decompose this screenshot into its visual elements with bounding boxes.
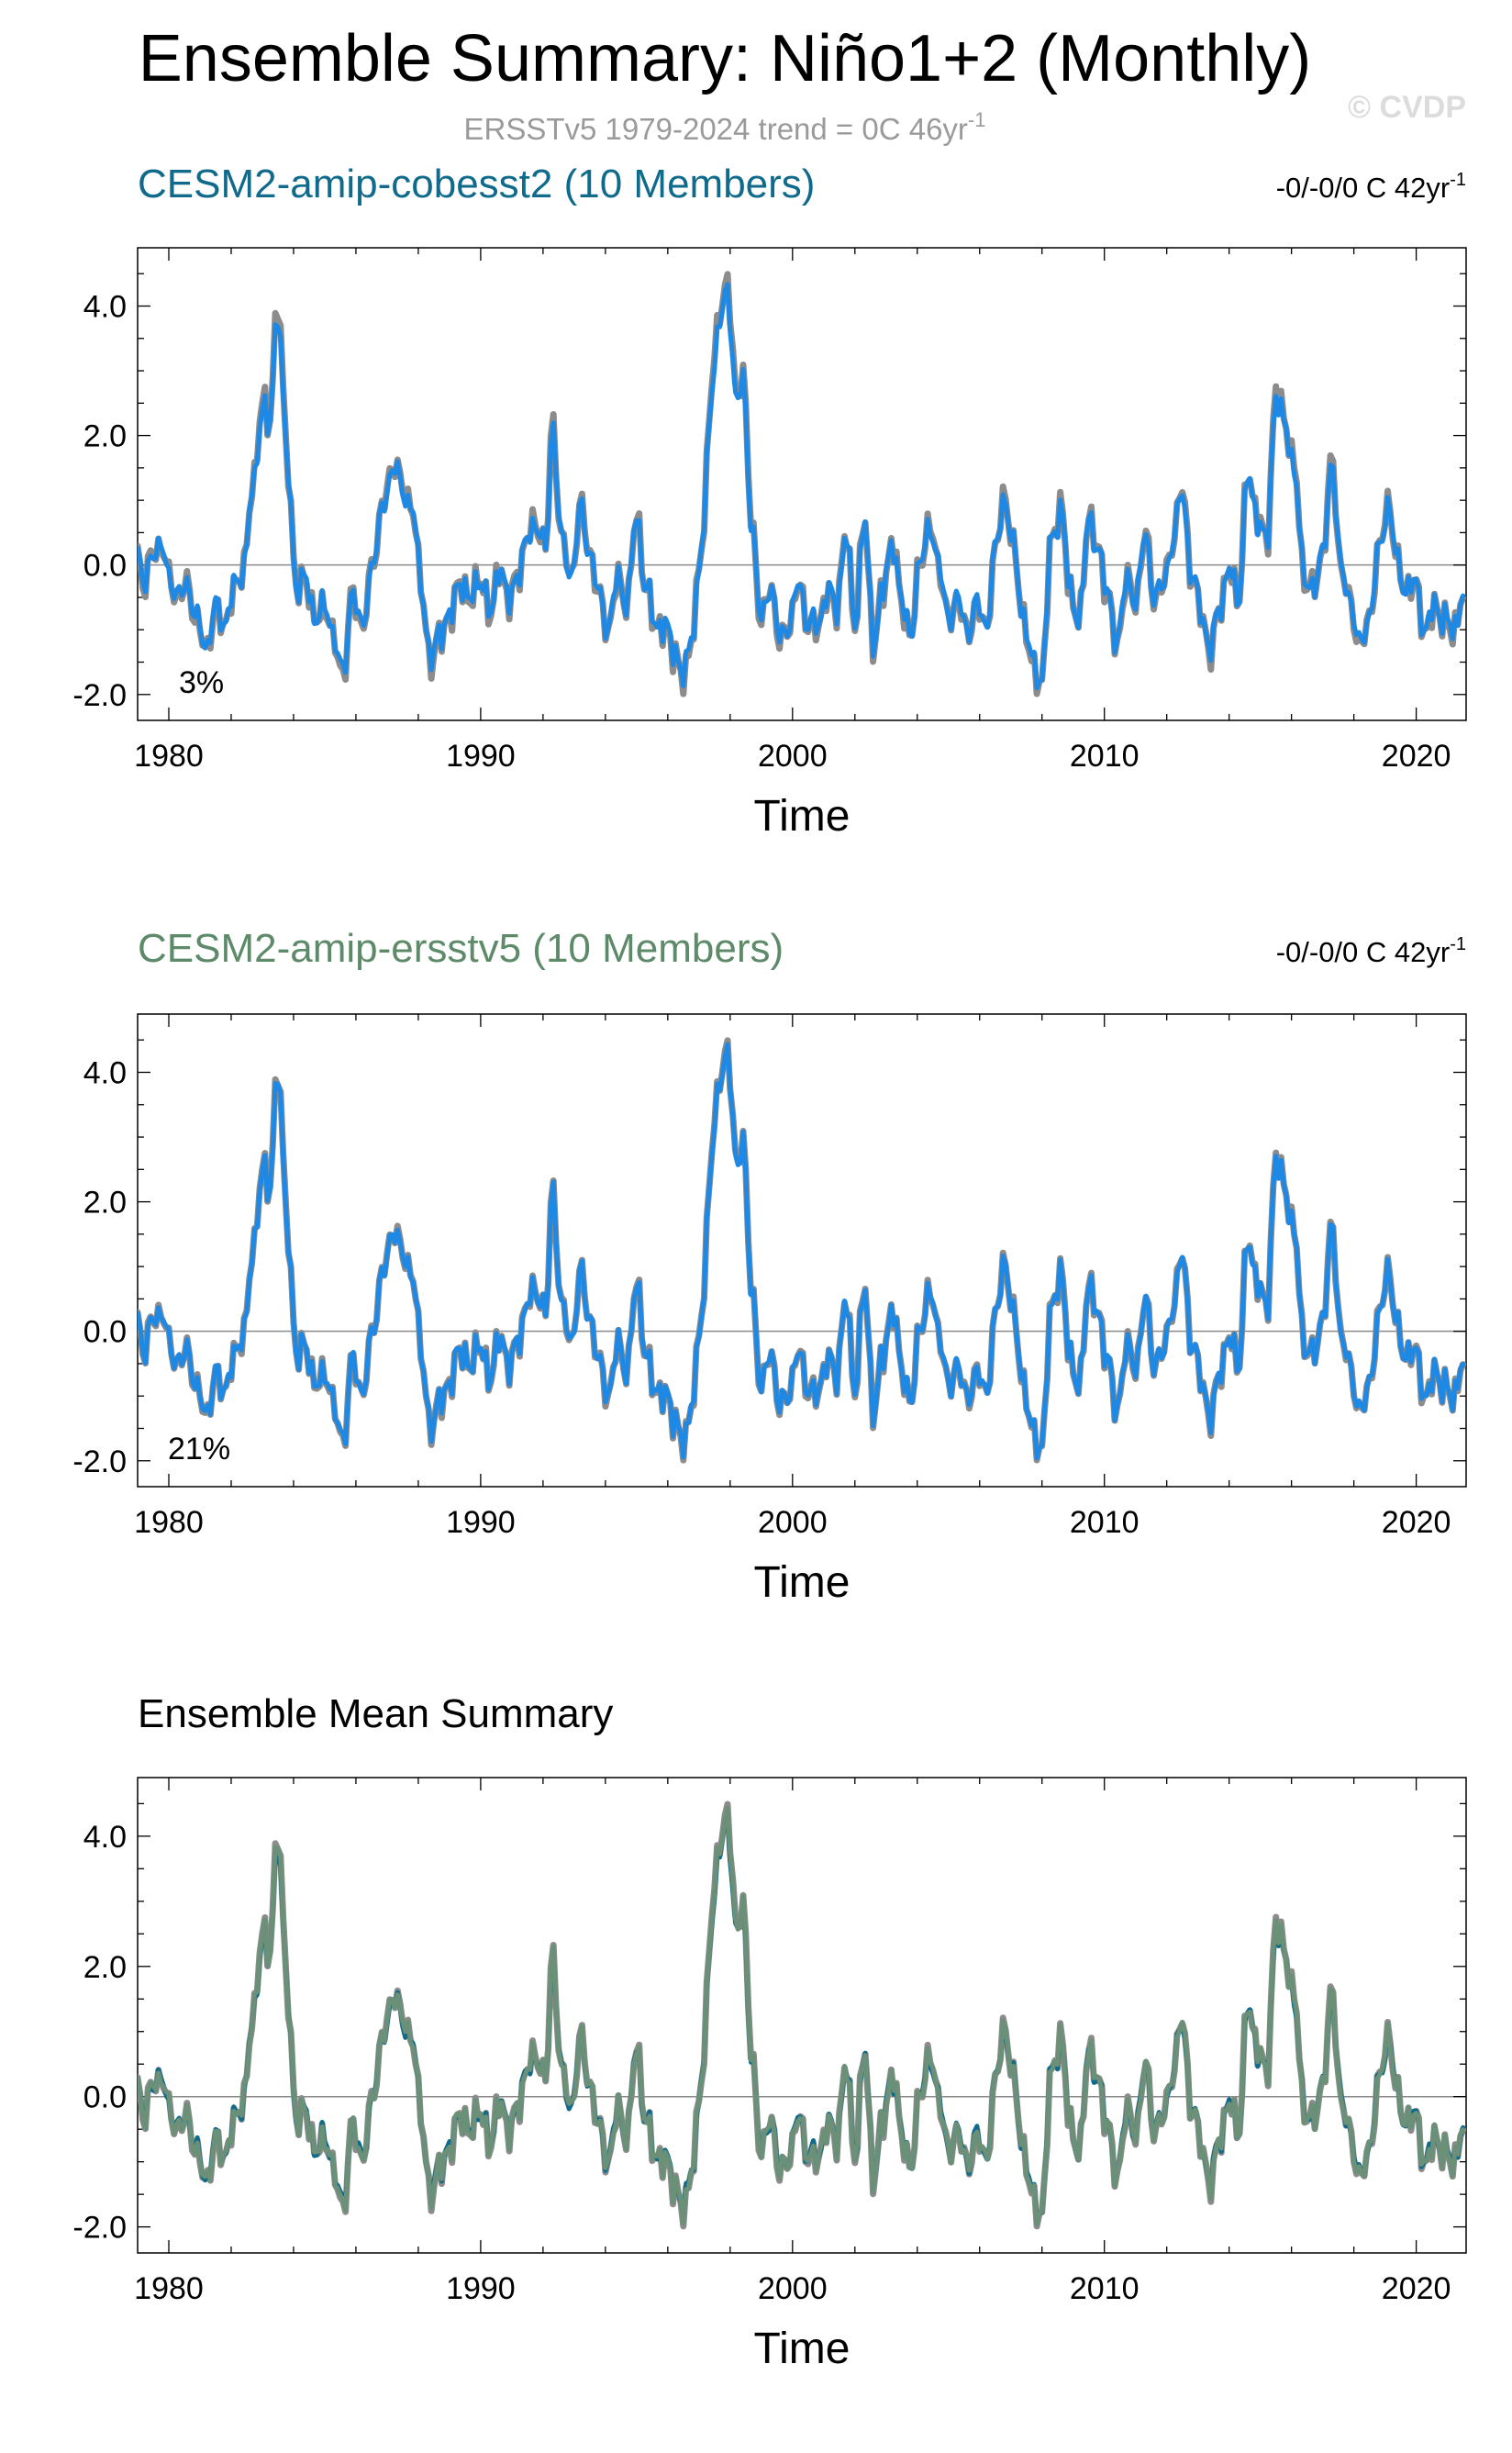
y-tick-label: 2.0: [83, 419, 127, 454]
x-tick-label: 2000: [758, 2271, 828, 2306]
y-tick-label: 4.0: [83, 289, 127, 324]
x-tick-label: 2000: [758, 1505, 828, 1540]
series-group: [138, 1037, 1466, 1464]
x-tick-label: 1990: [446, 739, 516, 774]
cvdp-watermark: © CVDP: [1348, 90, 1466, 125]
y-tick-label: 0.0: [83, 549, 127, 584]
x-tick-label: 2010: [1070, 1505, 1140, 1540]
y-tick-label: 2.0: [83, 1950, 127, 1985]
panel-title: CESM2-amip-ersstv5 (10 Members): [138, 926, 784, 971]
panel-title: Ensemble Mean Summary: [138, 1691, 613, 1736]
x-tick-label: 1990: [446, 1505, 516, 1540]
y-tick-label: 4.0: [83, 1055, 127, 1090]
y-tick-label: -2.0: [72, 678, 127, 713]
series-line-mean1: [138, 1812, 1466, 2223]
figure-subtitle: ERSSTv5 1979-2024 trend = 0C 46yr-1: [464, 108, 986, 146]
x-tick-label: 2000: [758, 739, 828, 774]
plot-frame: [137, 1013, 1467, 1488]
series-line-obs: [138, 271, 1466, 697]
trend-label: -0/-0/0 C 42yr-1: [1276, 170, 1466, 204]
series-line-mean2: [138, 1805, 1466, 2227]
panel-ersstv5: CESM2-amip-ersstv5 (10 Members) -0/-0/0 C…: [72, 926, 1467, 1607]
x-tick-label: 1980: [134, 1505, 204, 1540]
panel-cobesst2: CESM2-amip-cobesst2 (10 Members) -0/-0/0 …: [72, 162, 1467, 841]
figure-subtitle-base: ERSSTv5 1979-2024 trend = 0C 46yr: [464, 112, 968, 146]
x-axis-label: Time: [754, 1558, 850, 1607]
y-tick-label: -2.0: [72, 2211, 127, 2246]
plot-frame: [137, 1777, 1467, 2254]
x-tick-label: 2020: [1382, 1505, 1451, 1540]
series-line-ens1: [138, 282, 1466, 691]
x-axis-label: Time: [754, 2325, 850, 2373]
x-tick-label: 2020: [1382, 739, 1451, 774]
trend-label-sup: -1: [1450, 170, 1466, 190]
series-line-ens2: [138, 1042, 1466, 1461]
x-axis-label: Time: [754, 792, 850, 841]
trend-label: -0/-0/0 C 42yr-1: [1276, 934, 1466, 968]
series-line-obs: [138, 1801, 1466, 2230]
x-tick-label: 2010: [1070, 2271, 1140, 2306]
y-tick-label: -2.0: [72, 1444, 127, 1479]
trend-label-sup: -1: [1450, 934, 1466, 954]
series-group: [138, 271, 1466, 697]
x-tick-label: 1980: [134, 2271, 204, 2306]
trend-label-base: -0/-0/0 C 42yr: [1276, 936, 1451, 968]
x-tick-label: 2020: [1382, 2271, 1451, 2306]
y-tick-label: 2.0: [83, 1186, 127, 1221]
y-tick-label: 4.0: [83, 1820, 127, 1855]
trend-label-base: -0/-0/0 C 42yr: [1276, 172, 1451, 204]
y-tick-label: 0.0: [83, 2080, 127, 2115]
figure-subtitle-sup: -1: [968, 108, 986, 131]
panel-title: CESM2-amip-cobesst2 (10 Members): [138, 162, 815, 206]
panel-percentage-annotation: 21%: [168, 1432, 230, 1466]
x-tick-label: 2010: [1070, 739, 1140, 774]
x-tick-label: 1980: [134, 739, 204, 774]
series-line-obs: [138, 1037, 1466, 1464]
y-tick-label: 0.0: [83, 1315, 127, 1350]
x-tick-label: 1990: [446, 2271, 516, 2306]
panel-percentage-annotation: 3%: [179, 665, 224, 700]
plot-frame: [137, 247, 1467, 721]
figure-title: Ensemble Summary: Niño1+2 (Monthly): [139, 22, 1312, 95]
series-group: [138, 1801, 1466, 2230]
